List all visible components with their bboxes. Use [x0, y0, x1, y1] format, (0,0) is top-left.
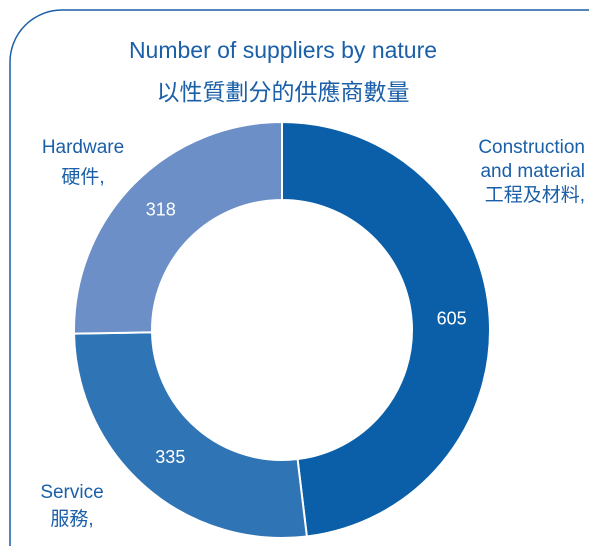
data-label: 318	[146, 200, 176, 220]
category-label: Service	[40, 482, 103, 503]
category-label: and material	[480, 161, 585, 182]
data-label: 335	[155, 447, 185, 467]
category-label: Construction	[478, 137, 585, 158]
category-label: 服務,	[50, 508, 93, 530]
category-label: 工程及材料,	[485, 184, 585, 206]
donut-segment	[73, 331, 308, 539]
chart-title: 以性質劃分的供應商數量	[157, 79, 410, 105]
data-label: 605	[437, 309, 467, 329]
chart-title: Number of suppliers by nature	[129, 37, 437, 63]
category-label: Hardware	[42, 137, 124, 158]
frame	[9, 9, 589, 546]
category-label: 硬件,	[61, 166, 104, 188]
donut-segment	[281, 120, 491, 538]
donut-segment	[73, 120, 283, 335]
